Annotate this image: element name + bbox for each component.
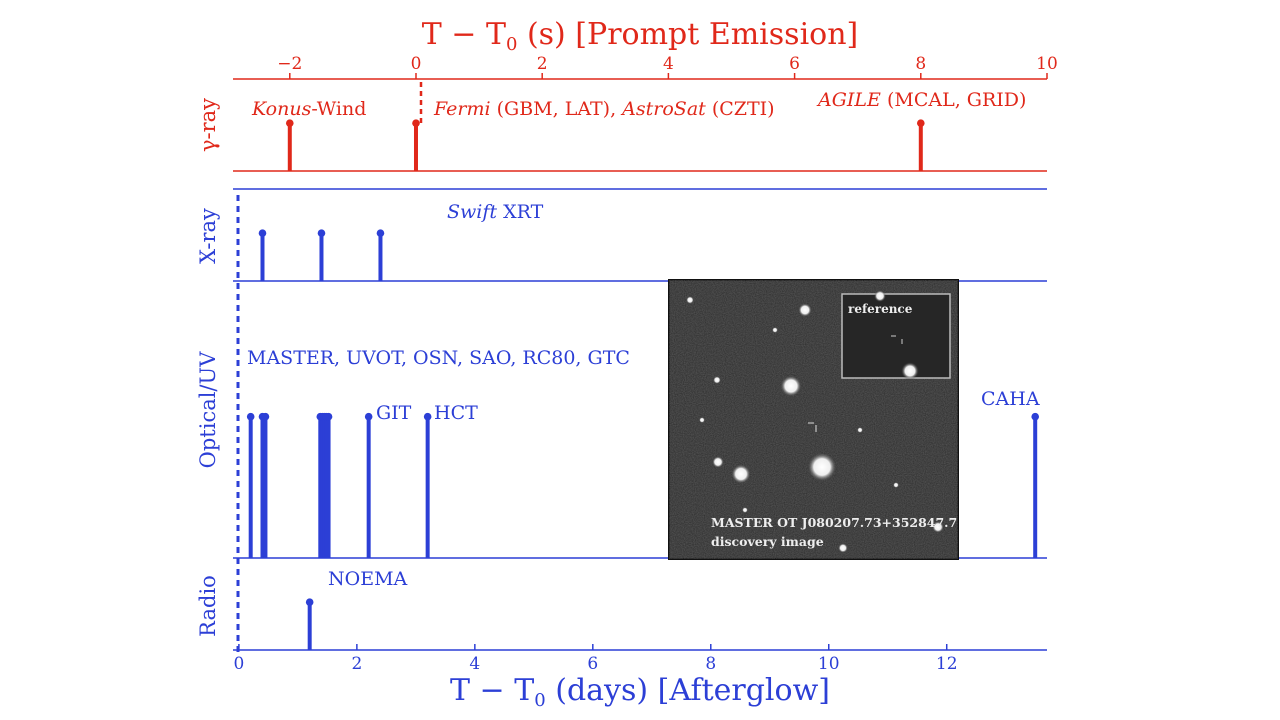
top-axis-tick-label: 10 <box>1036 54 1058 74</box>
star <box>713 376 721 384</box>
star <box>932 521 944 533</box>
noema-label: NOEMA <box>328 568 408 590</box>
bottom-axis-tick-label: 2 <box>351 654 362 674</box>
bottom-axis-tick-label: 0 <box>233 654 244 674</box>
event-stem-head <box>364 412 373 421</box>
bottom-axis-title: T − T0 (days) [Afterglow] <box>450 673 830 711</box>
radio-panel-ylabel: Radio <box>196 575 220 637</box>
inset-caption-line2: discovery image <box>711 534 824 549</box>
radio-panel: Radio NOEMA <box>196 568 1047 651</box>
event-stem-head <box>285 119 294 127</box>
star <box>772 327 778 333</box>
star <box>798 303 812 317</box>
bottom-axis-tick-label: 12 <box>936 654 958 674</box>
bottom-axis-ticks: 0 2 4 6 8 10 12 <box>233 644 958 674</box>
caha-label: CAHA <box>981 388 1040 410</box>
gamma-panel: γ-ray Konus-Wind Fermi (GBM, LAT), Astro… <box>196 78 1047 172</box>
event-stem-head <box>261 412 270 421</box>
star <box>838 543 848 553</box>
agile-label: AGILE (MCAL, GRID) <box>816 89 1026 111</box>
top-axis-tick-label: 4 <box>663 54 674 74</box>
xray-panel: X-ray Swift XRT <box>196 188 1047 282</box>
event-stem-head <box>317 229 326 237</box>
event-stem-head <box>246 412 255 421</box>
bottom-axis-tick-label: 8 <box>705 654 716 674</box>
xray-panel-ylabel: X-ray <box>196 208 220 264</box>
event-stem-head <box>412 119 420 127</box>
inset-stars <box>686 296 944 553</box>
event-stem-head <box>916 119 925 127</box>
star <box>893 482 899 488</box>
event-stem-head <box>258 229 267 237</box>
radio-event-stems <box>305 598 314 650</box>
star <box>780 375 802 397</box>
event-stem-head <box>305 598 314 606</box>
star <box>742 507 748 513</box>
hct-label: HCT <box>434 402 478 424</box>
star <box>699 417 705 423</box>
star <box>712 456 724 468</box>
gamma-panel-ylabel: γ-ray <box>196 98 220 152</box>
discovery-image-inset: reference MASTER OT J080207.73+352847.7 … <box>668 279 959 560</box>
star <box>857 427 863 433</box>
top-axis-tick-label: 0 <box>411 54 422 74</box>
bottom-axis-tick-label: 10 <box>818 654 840 674</box>
fermi-astrosat-label: Fermi (GBM, LAT), AstroSat (CZTI) <box>433 98 775 120</box>
xray-event-stems <box>258 229 385 281</box>
reference-label: reference <box>848 302 913 316</box>
top-axis-tick-label: 6 <box>789 54 800 74</box>
konus-wind-label: Konus-Wind <box>251 98 366 120</box>
git-label: GIT <box>376 402 412 424</box>
top-axis-ticks: −2 0 2 4 6 8 10 <box>277 54 1058 79</box>
gamma-event-stems <box>285 119 925 171</box>
event-stem-head <box>324 412 333 421</box>
top-axis-tick-label: 2 <box>537 54 548 74</box>
optical-instruments-label: MASTER, UVOT, OSN, SAO, RC80, GTC <box>247 347 630 369</box>
reference-star <box>901 362 919 380</box>
star <box>807 452 837 482</box>
event-stem-head <box>423 412 432 421</box>
star <box>686 296 694 304</box>
event-stem-head <box>1031 412 1040 421</box>
top-axis-tick-label: −2 <box>277 54 302 74</box>
reference-star <box>874 290 886 302</box>
swift-xrt-label: Swift XRT <box>447 201 544 223</box>
optical-event-stems <box>246 412 1040 558</box>
top-axis-tick-label: 8 <box>915 54 926 74</box>
star <box>731 464 751 484</box>
optical-panel-ylabel: Optical/UV <box>196 351 220 469</box>
bottom-axis-tick-label: 6 <box>587 654 598 674</box>
bottom-axis-tick-label: 4 <box>469 654 480 674</box>
inset-caption-line1: MASTER OT J080207.73+352847.7 <box>711 515 957 530</box>
top-axis-title: T − T0 (s) [Prompt Emission] <box>422 17 859 55</box>
event-stem-head <box>376 229 385 237</box>
